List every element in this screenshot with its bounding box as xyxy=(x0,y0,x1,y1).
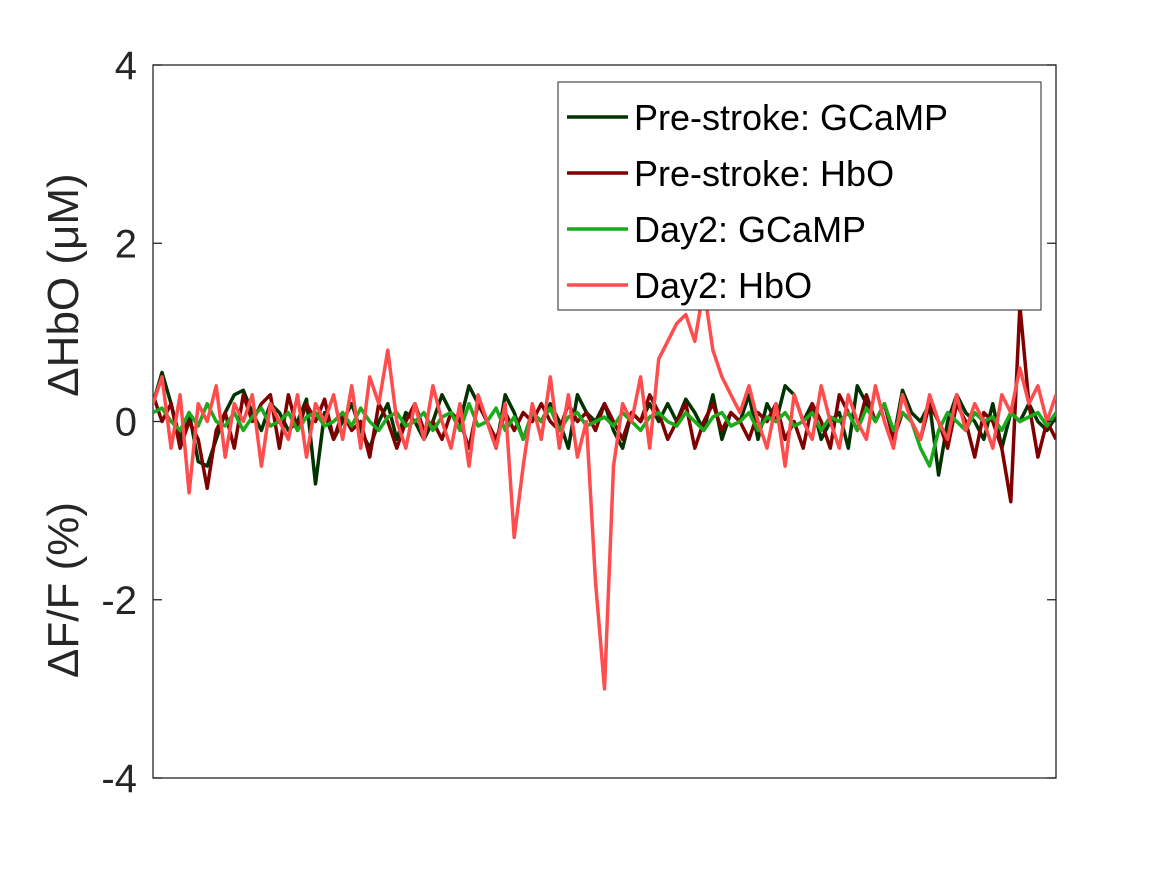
legend-label: Day2: GCaMP xyxy=(634,209,866,250)
series-line-4 xyxy=(153,286,1056,691)
y-tick-label: -2 xyxy=(101,579,137,623)
legend-label: Pre-stroke: HbO xyxy=(634,153,894,194)
y-tick-label: -4 xyxy=(101,757,137,801)
legend-label: Pre-stroke: GCaMP xyxy=(634,97,948,138)
legend-items: Pre-stroke: GCaMP Pre-stroke: HbO Day2: GC… xyxy=(567,97,948,306)
y-axis-label-bottom: ΔF/F (%) xyxy=(39,502,88,678)
series-layer xyxy=(153,286,1056,691)
y-tick-label: 4 xyxy=(115,44,137,88)
y-axis-label-top: ΔHbO (μM) xyxy=(39,173,88,396)
legend-box xyxy=(557,81,1042,311)
series-line-3 xyxy=(153,401,1056,468)
y-tick-label: 2 xyxy=(115,222,137,266)
y-axis: 4 2 0 -2 -4 xyxy=(101,44,1056,801)
y-tick-label: 0 xyxy=(115,401,137,445)
legend: Pre-stroke: GCaMP Pre-stroke: HbO Day2: GC… xyxy=(557,81,1042,311)
legend-label: Day2: HbO xyxy=(634,265,812,306)
